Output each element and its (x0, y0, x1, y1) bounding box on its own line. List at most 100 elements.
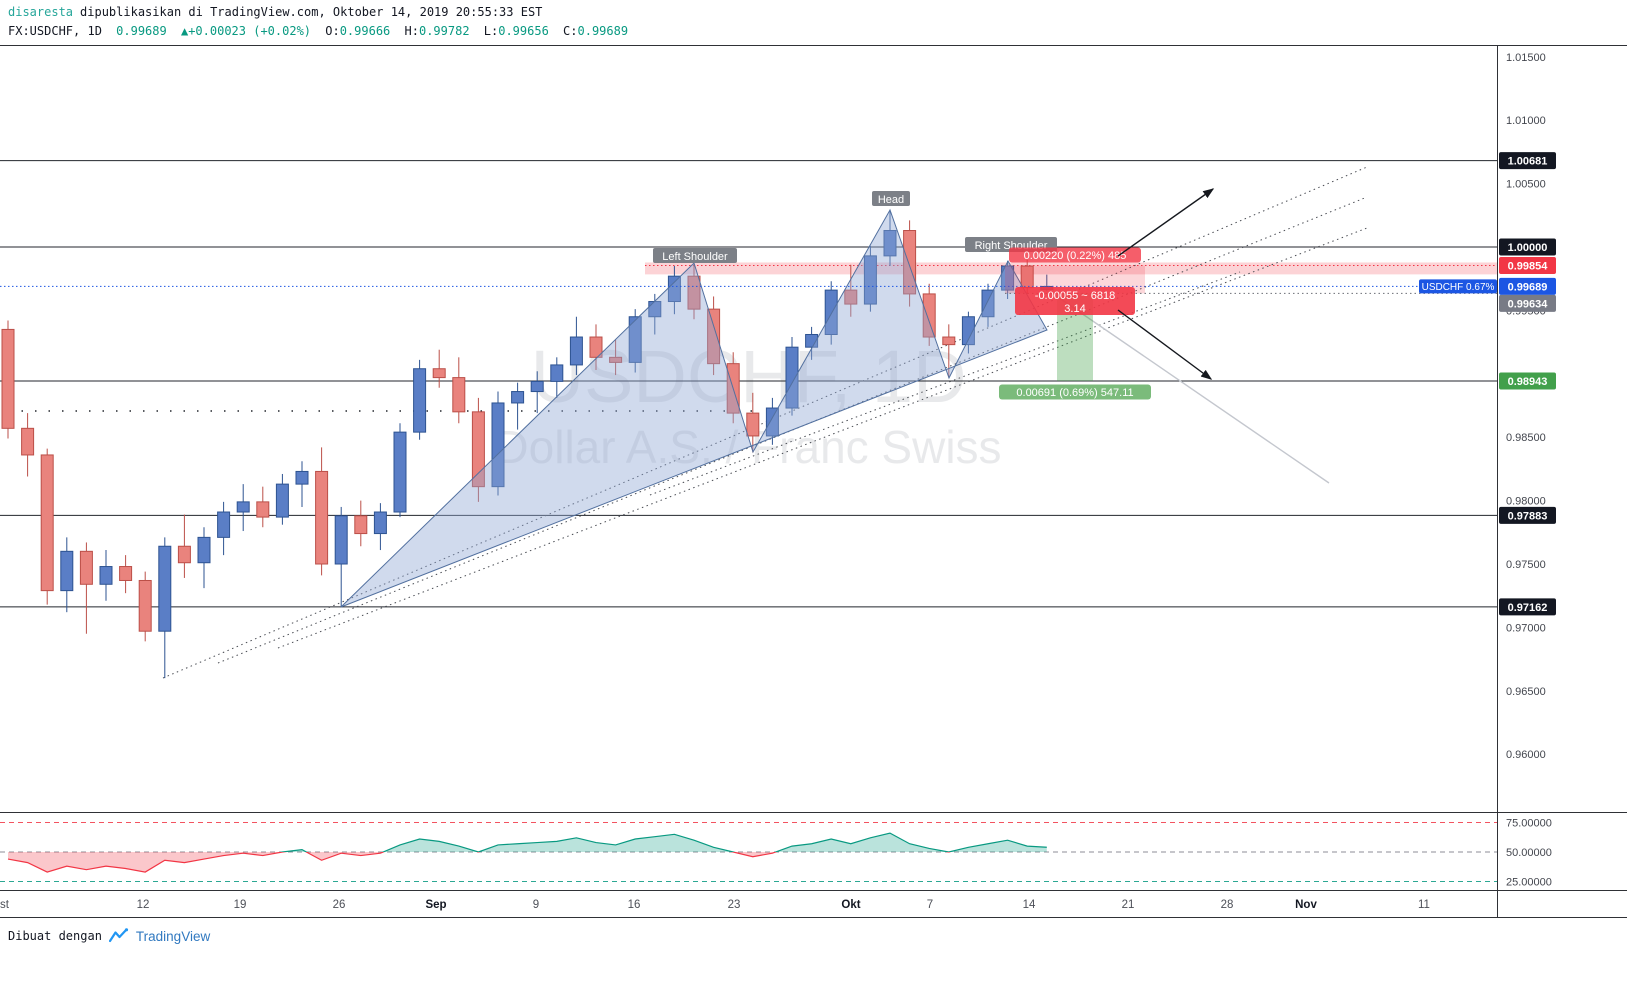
candle-up (961, 316, 975, 346)
resistance-zone[interactable] (645, 262, 1497, 275)
candle-down (903, 230, 917, 295)
time-axis[interactable]: st 12 19 26 Sep 9 16 23 Okt 7 14 21 28 Nov 11 (0, 899, 1430, 911)
price-axis-badge-text: 1.00681 (1508, 156, 1548, 168)
zone-band[interactable] (645, 262, 1497, 275)
time-tick-label: Nov (1295, 899, 1317, 911)
rsi-pane (0, 822, 1497, 882)
last-price: 0.99689 (116, 24, 167, 38)
candle-up (785, 346, 799, 409)
price-tick-label: 1.00500 (1506, 179, 1546, 191)
price-levels (0, 160, 1497, 608)
close-value: 0.99689 (577, 24, 629, 38)
price-axis-badge-text: 0.97883 (1508, 510, 1548, 522)
low-label: L: (483, 24, 499, 38)
candle-down (844, 289, 858, 305)
candle-down (922, 293, 936, 338)
pattern-label-badge (872, 191, 910, 206)
trend-line[interactable] (1048, 290, 1330, 484)
trend-line[interactable] (649, 271, 1241, 496)
username-link[interactable]: disaresta (8, 5, 74, 19)
pattern-label-badge (653, 248, 737, 263)
trend-line[interactable] (162, 166, 1368, 679)
time-tick-label: Sep (425, 899, 446, 911)
time-tick-label: 12 (137, 899, 150, 911)
price-axis-badge (1499, 372, 1556, 390)
price-axis-badge (1499, 152, 1556, 170)
close-label: C: (563, 24, 578, 38)
candle-up (413, 368, 427, 433)
candle-up (217, 511, 231, 538)
open-label: O: (325, 24, 340, 38)
time-tick-label: 23 (728, 899, 741, 911)
time-tick-label: 11 (1418, 899, 1430, 911)
trend-line[interactable] (277, 227, 1368, 649)
position-pnl-badge (1015, 287, 1135, 315)
candle-down (315, 470, 329, 565)
low-value: 0.99656 (498, 24, 549, 38)
price-axis-badge (1499, 238, 1556, 256)
candle-down (452, 377, 466, 413)
price-axis-badge-text: 0.97162 (1508, 602, 1548, 614)
candle-down (589, 336, 603, 358)
position-pnl-text: -0.00055 ~ 6818 (1035, 290, 1115, 302)
open-value: 0.99666 (339, 24, 391, 38)
time-tick-label: st (0, 899, 10, 911)
candle-up (863, 255, 877, 305)
arrow[interactable] (1117, 188, 1215, 257)
footer: Dibuat dengan TradingView (0, 918, 1627, 985)
price-tick-label: 0.98500 (1506, 432, 1546, 444)
candle-up (981, 289, 995, 318)
price-axis-badge-text: 0.99854 (1508, 261, 1549, 273)
position-label-badge (1009, 247, 1141, 263)
high-value: 0.99782 (418, 24, 470, 38)
header: disaresta dipublikasikan di TradingView.c… (0, 0, 1627, 44)
candle-down (40, 454, 54, 592)
publish-line: disaresta dipublikasikan di TradingView.c… (0, 0, 1627, 19)
rsi-line-down (7, 852, 952, 873)
time-tick-label: 16 (628, 899, 641, 911)
candle-down (119, 566, 133, 581)
candle-down (609, 356, 623, 363)
candle-up (1001, 265, 1015, 291)
position-label-text: 0.00691 (0.69%) 547.11 (1016, 387, 1133, 399)
candle-down (707, 308, 721, 365)
time-tick-label: 21 (1122, 899, 1135, 911)
candle-up (99, 566, 113, 585)
high-label: H: (404, 24, 419, 38)
indicator-tick-label: 50.00000 (1506, 847, 1552, 859)
candle-up (158, 545, 172, 632)
candle-down (354, 515, 368, 535)
price-tick-label: 1.01000 (1506, 115, 1546, 127)
price-tick-label: 0.97500 (1506, 559, 1546, 571)
publish-info: dipublikasikan di TradingView.com, Oktob… (80, 5, 543, 19)
price-axis[interactable]: 1.015001.010001.005000.995000.985000.980… (1499, 52, 1556, 889)
indicator-tick-label: 25.00000 (1506, 877, 1552, 889)
projection-arrows (1117, 188, 1215, 380)
candles-layer (1, 210, 1054, 679)
candle-down (471, 411, 485, 488)
price-axis-badge (1499, 598, 1556, 616)
price-axis-badge-text: 0.99689 (1508, 281, 1548, 293)
candle-down (687, 275, 701, 310)
rsi-area-up (8, 833, 1047, 852)
pattern-polygon[interactable] (340, 208, 1048, 608)
arrow[interactable] (1117, 309, 1213, 380)
indicator-tick-label: 75.00000 (1506, 818, 1552, 830)
candle-up (60, 550, 74, 592)
candle-down (432, 368, 446, 379)
tradingview-logo-icon (108, 928, 129, 943)
candle-up (511, 391, 525, 404)
candle-up (530, 380, 544, 393)
candle-up (765, 407, 779, 437)
price-axis-badge-text: 0.98943 (1508, 376, 1548, 388)
tradingview-brand-link[interactable]: TradingView (135, 928, 211, 944)
time-tick-label: 14 (1023, 899, 1036, 911)
time-tick-label: 9 (533, 899, 539, 911)
made-with-label: Dibuat dengan (8, 929, 102, 943)
rsi-line-up (279, 832, 1047, 852)
price-tick-label: 0.96000 (1506, 749, 1546, 761)
